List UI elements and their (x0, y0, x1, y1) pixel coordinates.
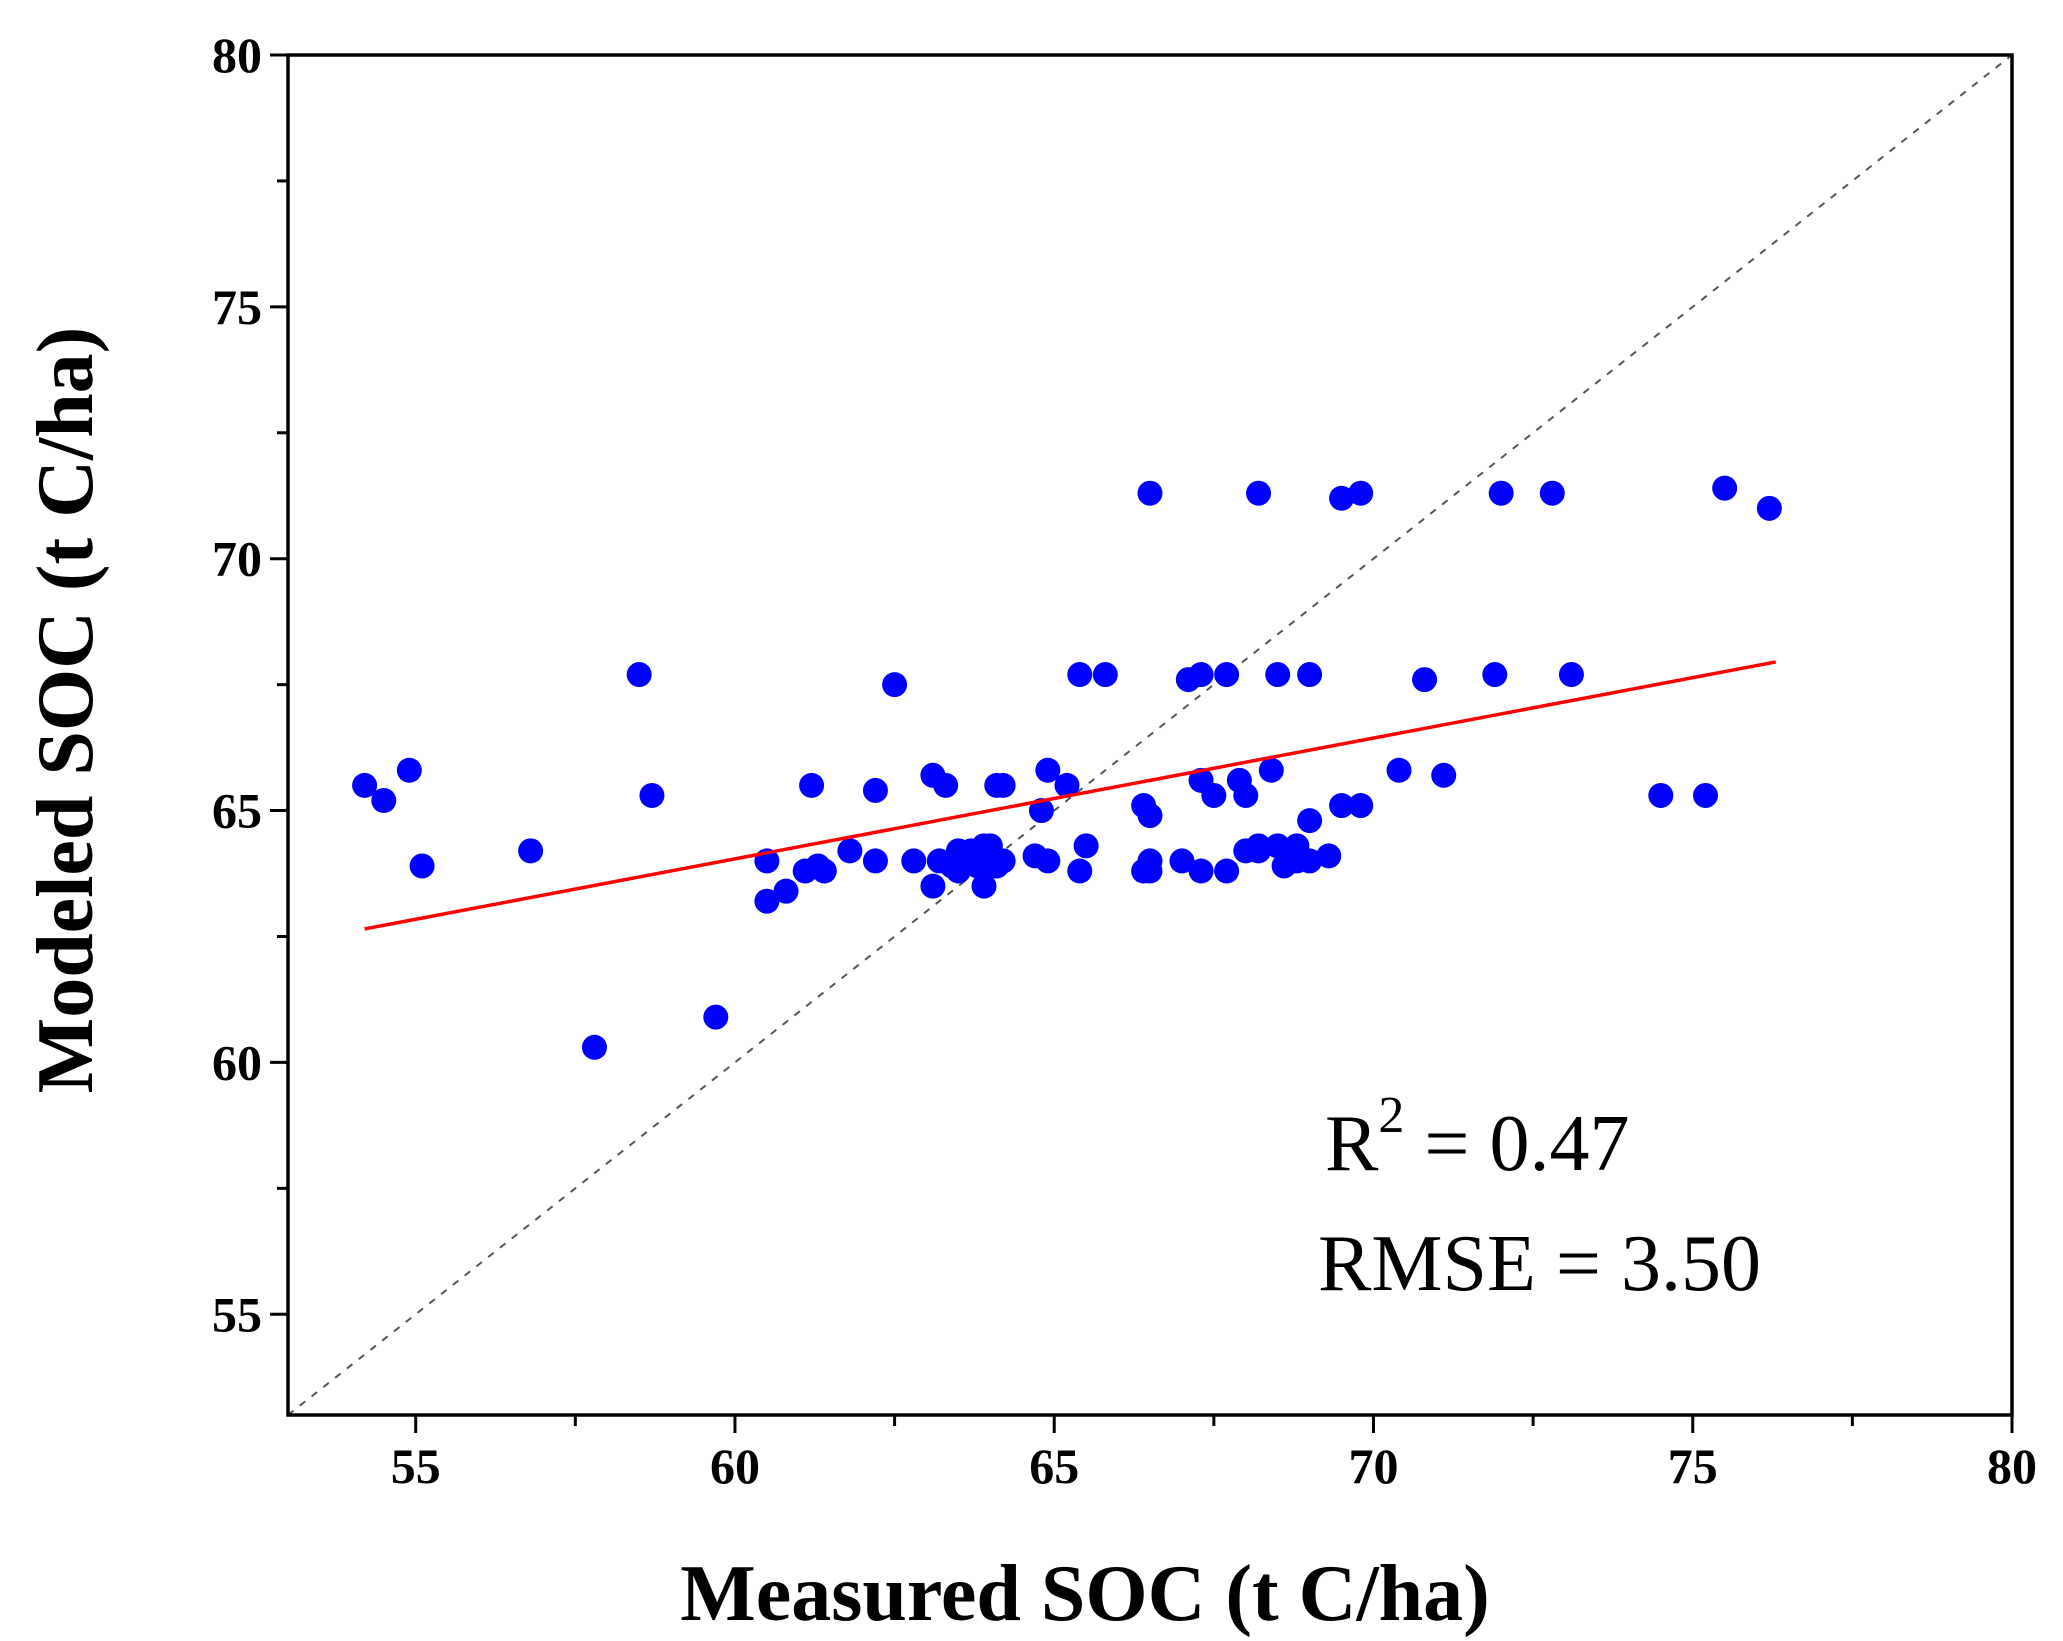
data-point (1329, 485, 1355, 511)
data-point (1431, 762, 1457, 788)
data-point (1348, 793, 1374, 819)
y-tick-label: 55 (212, 1286, 262, 1342)
data-point (396, 757, 422, 783)
data-point (1035, 757, 1061, 783)
regression-line-layer (364, 660, 1777, 931)
data-point (352, 772, 378, 798)
data-point (409, 853, 435, 879)
data-point (1258, 757, 1284, 783)
data-point (862, 777, 888, 803)
data-point (1386, 757, 1412, 783)
data-point (811, 858, 837, 884)
data-point (773, 878, 799, 904)
data-point (990, 772, 1016, 798)
data-point (1265, 833, 1291, 859)
one-to-one-line-layer (287, 54, 2013, 1416)
x-tick-label: 65 (1029, 1438, 1079, 1494)
data-point (1137, 480, 1163, 506)
data-point (1297, 662, 1323, 688)
data-point (639, 782, 665, 808)
data-point (1214, 858, 1240, 884)
data-point (1035, 848, 1061, 874)
data-point (990, 848, 1016, 874)
y-tick-label: 75 (212, 279, 262, 335)
data-point (1693, 782, 1719, 808)
axes-frame (286, 53, 2014, 1417)
data-point (1169, 848, 1195, 874)
y-axis-title: Modeled SOC (t C/ha) (22, 327, 110, 1094)
data-point (703, 1004, 729, 1030)
data-point (965, 853, 991, 879)
data-point (1712, 475, 1738, 501)
data-point (754, 888, 780, 914)
ticks-layer: 55 60 65 70 75 80 55 60 65 70 75 80 (212, 27, 2037, 1494)
r-squared-annotation: R2 = 0.47 (1325, 1087, 1629, 1188)
regression-line (364, 660, 1777, 931)
r-squared-letter: R (1325, 1100, 1379, 1188)
data-point (1233, 782, 1259, 808)
data-point (901, 848, 927, 874)
data-point (1201, 782, 1227, 808)
one-to-one-line (287, 54, 2013, 1416)
x-axis-title: Measured SOC (t C/ha) (680, 1550, 1490, 1638)
data-point (1073, 833, 1099, 859)
data-point (1137, 803, 1163, 829)
data-point (933, 772, 959, 798)
rmse-annotation: RMSE = 3.50 (1318, 1220, 1761, 1308)
data-point (862, 848, 888, 874)
r-squared-value: = 0.47 (1404, 1100, 1629, 1188)
data-point (1028, 798, 1054, 824)
data-point (1297, 848, 1323, 874)
y-tick-label: 65 (212, 783, 262, 839)
r-squared-superscript: 2 (1378, 1087, 1404, 1144)
data-point (1488, 480, 1514, 506)
data-point (626, 662, 652, 688)
data-point (1348, 480, 1374, 506)
data-point (1329, 793, 1355, 819)
data-point (1482, 662, 1508, 688)
data-point (1214, 662, 1240, 688)
data-point (945, 858, 971, 884)
plot-frame (286, 53, 2014, 1417)
y-tick-label: 80 (212, 27, 262, 83)
data-point (1558, 662, 1584, 688)
data-point (371, 787, 397, 813)
data-point (920, 873, 946, 899)
data-point (581, 1034, 607, 1060)
data-point (518, 838, 544, 864)
y-tick-label: 70 (212, 531, 262, 587)
data-point (1067, 858, 1093, 884)
data-point (1316, 843, 1342, 869)
x-tick-label: 75 (1668, 1438, 1718, 1494)
data-point (1297, 808, 1323, 834)
data-points-layer (352, 475, 1782, 1060)
data-point (971, 873, 997, 899)
data-point (1246, 480, 1272, 506)
data-point (1539, 480, 1565, 506)
data-point (1265, 662, 1291, 688)
data-point (1137, 858, 1163, 884)
data-point (1756, 495, 1782, 521)
x-tick-label: 70 (1348, 1438, 1398, 1494)
x-tick-label: 55 (391, 1438, 441, 1494)
y-tick-label: 60 (212, 1034, 262, 1090)
data-point (882, 672, 908, 698)
data-point (1412, 667, 1438, 693)
data-point (1067, 662, 1093, 688)
data-point (1054, 772, 1080, 798)
data-point (1092, 662, 1118, 688)
data-point (799, 772, 825, 798)
data-point (837, 838, 863, 864)
x-tick-label: 60 (710, 1438, 760, 1494)
data-point (1188, 858, 1214, 884)
data-point (1246, 838, 1272, 864)
data-point (1648, 782, 1674, 808)
data-point (1188, 662, 1214, 688)
x-tick-label: 80 (1987, 1438, 2037, 1494)
